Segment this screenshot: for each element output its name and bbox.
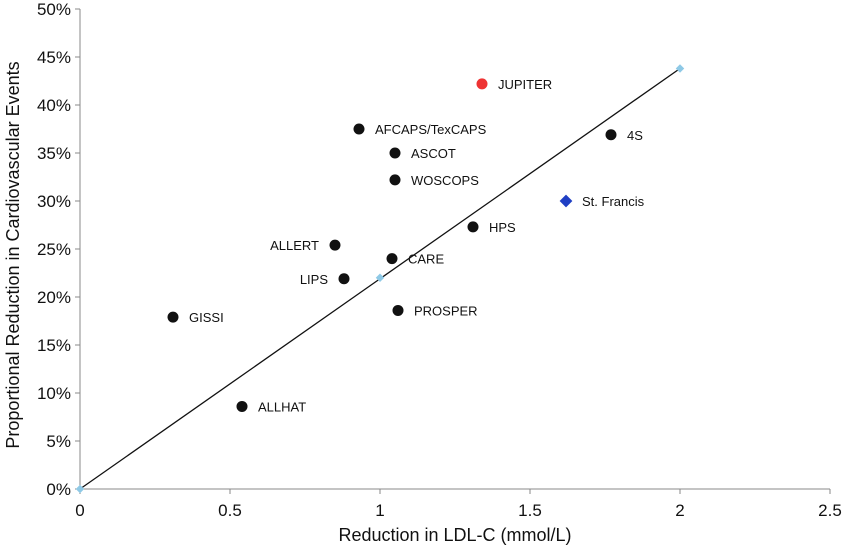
point-label-afcaps-texcaps: AFCAPS/TexCAPS [375,122,487,137]
point-label-hps: HPS [489,220,516,235]
y-tick-label: 5% [46,432,71,451]
axes [79,9,830,490]
point-label-4s: 4S [627,128,643,143]
point-label-jupiter: JUPITER [498,77,552,92]
point-ascot [389,147,401,159]
point-allhat [236,400,248,412]
y-axis-ticks: 0% 5% 10% 15% 20% 25% 30% 35% 40% 45% 50% [37,0,80,499]
point-gissi [167,311,179,323]
point-label-allert: ALLERT [270,238,319,253]
point-4s [605,129,617,141]
x-axis-title: Reduction in LDL-C (mmol/L) [338,525,571,545]
y-tick-label: 50% [37,0,71,19]
y-tick-label: 35% [37,144,71,163]
point-care [386,253,398,265]
y-tick-label: 20% [37,288,71,307]
point-label-st-francis: St. Francis [582,194,645,209]
y-tick-label: 15% [37,336,71,355]
trend-line-group [75,64,685,494]
point-prosper [392,304,404,316]
point-hps [467,221,479,233]
point-woscops [389,174,401,186]
trend-line-marker [375,273,385,283]
point-label-lips: LIPS [300,272,329,287]
point-jupiter [476,78,488,90]
point-afcaps-texcaps [353,123,365,135]
x-tick-label: 0 [75,501,84,520]
point-lips [338,273,350,285]
point-label-care: CARE [408,252,444,267]
x-tick-label: 1 [375,501,384,520]
data-points: JUPITER 4S AFCAPS/TexCAPS ASCOT WOSCOPS St. F… [167,77,645,414]
point-label-allhat: ALLHAT [258,399,306,414]
y-tick-label: 10% [37,384,71,403]
point-label-ascot: ASCOT [411,146,456,161]
x-tick-label: 2 [675,501,684,520]
point-st-francis [559,194,573,208]
x-tick-label: 2.5 [818,501,842,520]
trend-line-marker [675,64,685,73]
point-label-woscops: WOSCOPS [411,173,479,188]
y-tick-label: 25% [37,240,71,259]
y-tick-label: 45% [37,48,71,67]
x-tick-label: 1.5 [518,501,542,520]
y-tick-label: 0% [46,480,71,499]
x-tick-label: 0.5 [218,501,242,520]
point-allert [329,239,341,251]
y-tick-label: 30% [37,192,71,211]
y-axis-title: Proportional Reduction in Cardiovascular… [3,61,23,448]
y-tick-label: 40% [37,96,71,115]
point-label-gissi: GISSI [189,310,224,325]
trend-line-marker [75,484,85,494]
x-axis-ticks: 0 0.5 1 1.5 2 2.5 [75,489,842,520]
point-label-prosper: PROSPER [414,303,478,318]
